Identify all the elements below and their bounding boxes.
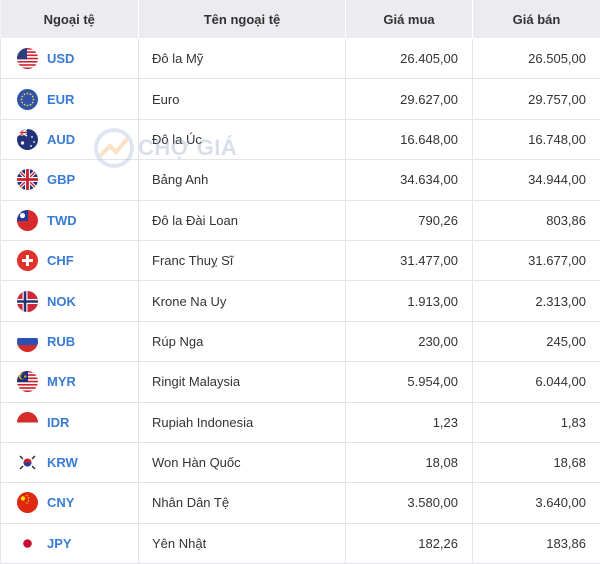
buy-price: 34.634,00 <box>346 160 473 200</box>
header-sell: Giá bán <box>473 0 600 39</box>
buy-price: 29.627,00 <box>346 79 473 119</box>
currency-name: Ringit Malaysia <box>139 362 346 402</box>
buy-price: 1.913,00 <box>346 281 473 321</box>
currency-code[interactable]: IDR <box>47 415 69 430</box>
buy-price: 18,08 <box>346 442 473 482</box>
sell-price: 29.757,00 <box>473 79 600 119</box>
buy-price: 3.580,00 <box>346 483 473 523</box>
currency-code-cell: IDR <box>1 402 139 442</box>
sell-price: 31.677,00 <box>473 240 600 280</box>
sell-price: 183,86 <box>473 523 600 563</box>
sell-price: 16.748,00 <box>473 119 600 159</box>
currency-code-cell: USD <box>1 39 139 79</box>
sell-price: 3.640,00 <box>473 483 600 523</box>
currency-code-cell: JPY <box>1 523 139 563</box>
currency-code[interactable]: NOK <box>47 294 76 309</box>
currency-name: Bảng Anh <box>139 160 346 200</box>
currency-name: Đô la Úc <box>139 119 346 159</box>
sell-price: 245,00 <box>473 321 600 361</box>
buy-price: 1,23 <box>346 402 473 442</box>
gb-flag-icon <box>17 169 38 190</box>
currency-code-cell: NOK <box>1 281 139 321</box>
currency-code[interactable]: CNY <box>47 495 74 510</box>
header-name: Tên ngoại tệ <box>139 0 346 39</box>
currency-name: Yên Nhật <box>139 523 346 563</box>
sell-price: 26.505,00 <box>473 39 600 79</box>
ru-flag-icon <box>17 331 38 352</box>
currency-name: Won Hàn Quốc <box>139 442 346 482</box>
buy-price: 16.648,00 <box>346 119 473 159</box>
currency-name: Krone Na Uy <box>139 281 346 321</box>
kr-flag-icon <box>17 452 38 473</box>
currency-name: Franc Thuỵ Sĩ <box>139 240 346 280</box>
sell-price: 6.044,00 <box>473 362 600 402</box>
currency-code[interactable]: EUR <box>47 92 74 107</box>
currency-name: Đô la Đài Loan <box>139 200 346 240</box>
currency-code-cell: RUB <box>1 321 139 361</box>
id-flag-icon <box>17 412 38 433</box>
my-flag-icon <box>17 371 38 392</box>
currency-code[interactable]: GBP <box>47 172 75 187</box>
header-code: Ngoại tệ <box>1 0 139 39</box>
buy-price: 26.405,00 <box>346 39 473 79</box>
cn-flag-icon <box>17 492 38 513</box>
currency-name: Đô la Mỹ <box>139 39 346 79</box>
no-flag-icon <box>17 291 38 312</box>
sell-price: 18,68 <box>473 442 600 482</box>
currency-code[interactable]: RUB <box>47 334 75 349</box>
us-flag-icon <box>17 48 38 69</box>
currency-name: Rupiah Indonesia <box>139 402 346 442</box>
currency-code-cell: AUD <box>1 119 139 159</box>
currency-code[interactable]: KRW <box>47 455 78 470</box>
currency-code-cell: KRW <box>1 442 139 482</box>
currency-name: Rúp Nga <box>139 321 346 361</box>
sell-price: 34.944,00 <box>473 160 600 200</box>
buy-price: 5.954,00 <box>346 362 473 402</box>
sell-price: 1,83 <box>473 402 600 442</box>
au-flag-icon <box>17 129 38 150</box>
currency-code[interactable]: USD <box>47 51 74 66</box>
buy-price: 31.477,00 <box>346 240 473 280</box>
buy-price: 790,26 <box>346 200 473 240</box>
header-buy: Giá mua <box>346 0 473 39</box>
tw-flag-icon <box>17 210 38 231</box>
jp-flag-icon <box>17 533 38 554</box>
buy-price: 230,00 <box>346 321 473 361</box>
currency-code[interactable]: AUD <box>47 132 75 147</box>
currency-code-cell: TWD <box>1 200 139 240</box>
currency-name: Nhân Dân Tệ <box>139 483 346 523</box>
currency-code-cell: CNY <box>1 483 139 523</box>
currency-code-cell: CHF <box>1 240 139 280</box>
header-row: Ngoại tệ Tên ngoại tệ Giá mua Giá bán <box>1 0 600 39</box>
ch-flag-icon <box>17 250 38 271</box>
currency-code[interactable]: TWD <box>47 213 77 228</box>
buy-price: 182,26 <box>346 523 473 563</box>
sell-price: 2.313,00 <box>473 281 600 321</box>
currency-code[interactable]: CHF <box>47 253 74 268</box>
currency-name: Euro <box>139 79 346 119</box>
currency-code-cell: EUR <box>1 79 139 119</box>
currency-code-cell: GBP <box>1 160 139 200</box>
currency-code[interactable]: MYR <box>47 374 76 389</box>
currency-code-cell: MYR <box>1 362 139 402</box>
currency-code[interactable]: JPY <box>47 536 72 551</box>
sell-price: 803,86 <box>473 200 600 240</box>
eu-flag-icon <box>17 89 38 110</box>
